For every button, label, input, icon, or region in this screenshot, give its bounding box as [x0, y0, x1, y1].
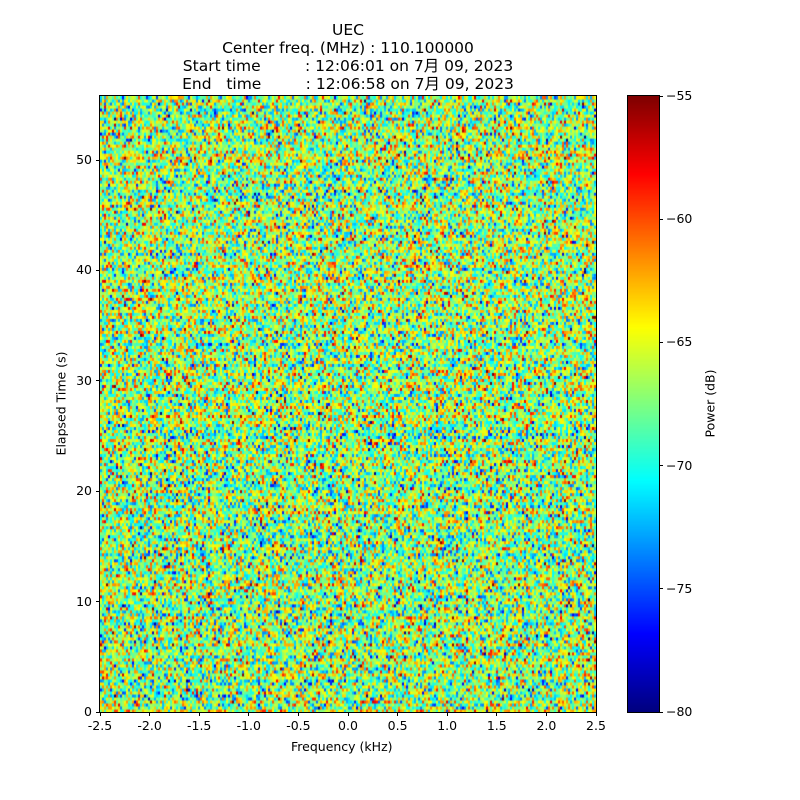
x-tick-label: 2.0: [536, 718, 557, 733]
colorbar-frame: [627, 95, 660, 713]
y-tick-label: 20: [76, 483, 92, 499]
x-tick-label: -1.5: [186, 718, 212, 733]
y-tick-mark: [96, 159, 100, 161]
y-tick-mark: [96, 380, 100, 382]
x-tick-mark: [545, 712, 547, 716]
y-tick-label: 40: [76, 262, 92, 278]
y-tick-label: 50: [76, 152, 92, 168]
x-tick-label: 0.5: [387, 718, 408, 733]
colorbar-tick-mark: [659, 588, 663, 590]
title-line-3: Start time : 12:06:01 on 7月 09, 2023: [182, 57, 514, 75]
spectrogram-heatmap: [100, 96, 596, 712]
x-tick-mark: [595, 712, 597, 716]
x-tick-label: 0.0: [338, 718, 358, 733]
title-line-1: UEC: [332, 21, 364, 39]
x-tick-mark: [397, 712, 399, 716]
colorbar-tick-mark: [659, 341, 663, 343]
x-tick-mark: [149, 712, 151, 716]
colorbar-tick-label: −60: [666, 211, 693, 227]
x-tick-mark: [99, 712, 101, 716]
x-tick-label: -2.5: [87, 718, 113, 733]
colorbar-tick-mark: [659, 95, 663, 97]
y-tick-label: 30: [76, 372, 92, 388]
y-axis-label: Elapsed Time (s): [53, 351, 69, 456]
title-line-2: Center freq. (MHz) : 110.100000: [222, 39, 474, 57]
x-axis-label: Frequency (kHz): [291, 739, 393, 754]
x-tick-mark: [446, 712, 448, 716]
colorbar-tick-mark: [659, 711, 663, 713]
colorbar-tick-label: −70: [666, 457, 693, 473]
colorbar: [628, 96, 659, 712]
colorbar-tick-mark: [659, 465, 663, 467]
x-tick-mark: [297, 712, 299, 716]
colorbar-tick-mark: [659, 218, 663, 220]
y-tick-mark: [96, 490, 100, 492]
x-tick-label: -1.0: [236, 718, 261, 733]
y-tick-label: 0: [84, 704, 92, 719]
plot-frame: [99, 95, 597, 713]
colorbar-label: Power (dB): [702, 369, 718, 438]
x-tick-mark: [347, 712, 349, 716]
colorbar-tick-label: −65: [666, 334, 693, 350]
y-tick-mark: [96, 711, 100, 713]
colorbar-tick-label: −75: [666, 580, 693, 596]
colorbar-tick-label: −55: [666, 88, 693, 103]
y-tick-mark: [96, 269, 100, 271]
x-tick-label: 2.5: [586, 718, 606, 733]
x-tick-mark: [248, 712, 250, 716]
y-tick-mark: [96, 601, 100, 603]
x-tick-mark: [198, 712, 200, 716]
x-tick-label: 1.0: [437, 718, 458, 733]
y-tick-label: 10: [76, 593, 92, 609]
x-tick-label: -0.5: [286, 718, 311, 733]
x-tick-mark: [496, 712, 498, 716]
x-tick-label: 1.5: [486, 718, 507, 733]
colorbar-tick-label: −80: [666, 704, 693, 719]
title-line-4: End time : 12:06:58 on 7月 09, 2023: [182, 75, 514, 93]
x-tick-label: -2.0: [137, 718, 162, 733]
